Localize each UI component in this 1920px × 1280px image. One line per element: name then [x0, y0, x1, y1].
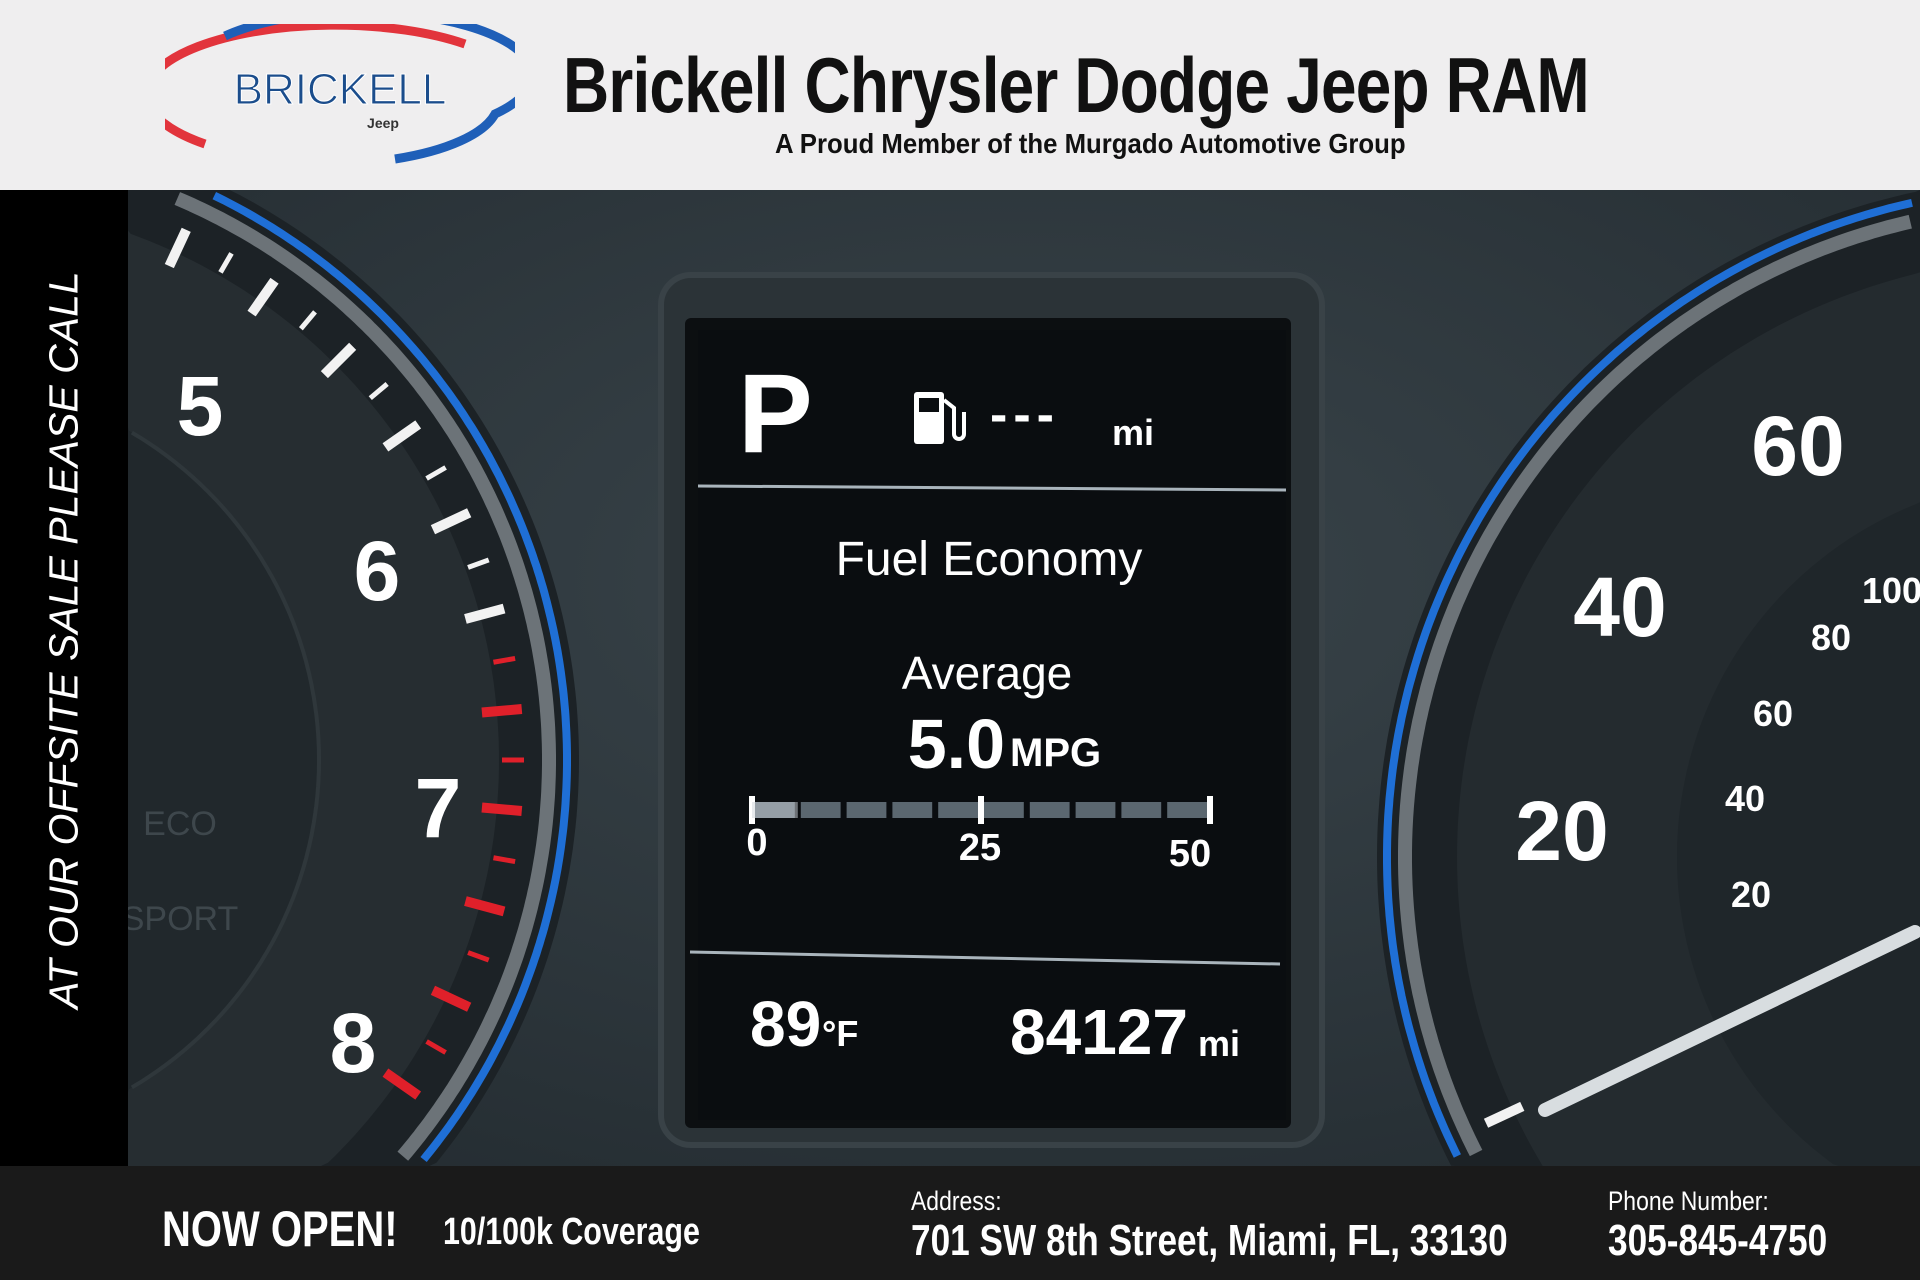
tach-inner-ring [130, 430, 321, 760]
screen-title: Fuel Economy [836, 533, 1143, 586]
phone-number[interactable]: 305-845-4750 [1608, 1216, 1828, 1265]
range-value: --- [990, 386, 1060, 444]
kmh-label: 20 [1731, 874, 1771, 915]
gauge-tick [368, 382, 389, 401]
coverage-text: 10/100k Coverage [443, 1211, 700, 1253]
bar-segment [1029, 802, 1070, 818]
gauge-tick [164, 227, 191, 269]
gauge-tick [467, 950, 490, 963]
speed-label: 60 [1751, 399, 1844, 493]
bar-label: 50 [1169, 833, 1211, 875]
tach-bezel [397, 760, 556, 1161]
bar-segment [1121, 802, 1162, 818]
eco-mode-label: ECO [143, 805, 217, 843]
average-label: Average [902, 647, 1073, 699]
kmh-label: 40 [1725, 778, 1765, 819]
page-subtitle: A Proud Member of the Murgado Automotive… [775, 128, 1406, 159]
speed-label: 40 [1573, 560, 1666, 654]
dashboard-photo: 5 6 7 8 ECO SPORT 60 40 20 100 80 60 40 … [128, 190, 1920, 1166]
bar-segment [1167, 802, 1207, 818]
speed-label: 20 [1515, 784, 1608, 878]
bar-segment [800, 802, 841, 818]
tachometer: 5 6 7 8 ECO SPORT [128, 190, 579, 1166]
gauge-tick [430, 508, 472, 535]
tach-label: 6 [354, 524, 401, 618]
range-unit: mi [1112, 412, 1154, 453]
gauge-tick [382, 1068, 422, 1100]
speed-needle [1538, 925, 1920, 1117]
page-title: Brickell Chrysler Dodge Jeep RAM [563, 41, 1590, 129]
gauge-tick [481, 704, 523, 718]
speedometer: 60 40 20 100 80 60 40 20 [1377, 190, 1920, 1166]
bar-marker [1207, 796, 1213, 824]
gauge-tick [1483, 1101, 1525, 1128]
now-open-headline: NOW OPEN! [162, 1201, 398, 1257]
tach-blue-ring [420, 760, 571, 1162]
sport-mode-label: SPORT [128, 900, 238, 938]
speed-bezel [1398, 214, 1912, 1157]
kmh-label: 100 [1862, 570, 1920, 611]
bar-segment [1075, 802, 1116, 818]
tach-label: 8 [330, 996, 377, 1090]
speed-inner [1677, 477, 1920, 1166]
tach-inner-ring [130, 760, 321, 1090]
kmh-label: 60 [1753, 693, 1793, 734]
tach-bezel [174, 192, 556, 760]
gauge-tick [493, 855, 516, 865]
tach-label: 7 [415, 761, 462, 855]
gauge-tick [218, 252, 234, 274]
mpg-bar [749, 796, 1213, 824]
tach-inner [128, 380, 319, 1140]
bar-segment [846, 802, 887, 818]
address-label: Address: [911, 1186, 1002, 1216]
temperature-unit: °F [822, 1013, 858, 1054]
speed-blue-ring [1383, 199, 1913, 1158]
gauge-tick [464, 896, 506, 917]
header: BRICKELL Jeep Brickell Chrysler Dodge Je… [0, 0, 1920, 190]
bar-segment [938, 802, 978, 818]
logo-jeep: Jeep [367, 115, 399, 131]
mpg-value: 5.0 [908, 705, 1005, 783]
gauge-tick [382, 420, 422, 452]
sidebar-text: AT OUR OFFSITE SALE PLEASE CALL [40, 271, 87, 1009]
brickell-logo[interactable]: BRICKELL Jeep [141, 7, 537, 166]
gauge-tick [481, 802, 523, 816]
gauge-tick [467, 557, 490, 570]
bar-marker [978, 796, 984, 824]
fuel-pump-icon [914, 392, 966, 444]
gauge-tick [493, 655, 516, 665]
gauge-tick [464, 603, 506, 624]
phone-label: Phone Number: [1608, 1186, 1769, 1216]
gear-indicator: P [738, 351, 813, 476]
mpg-fill [752, 802, 798, 818]
mpg-unit: MPG [1010, 731, 1101, 775]
gauge-tick [425, 1039, 447, 1055]
tach-blue-ring [212, 192, 571, 760]
gauge-tick [425, 465, 447, 481]
odometer-value: 84127 [1010, 996, 1188, 1068]
bar-segment [984, 802, 1024, 818]
address-value: 701 SW 8th Street, Miami, FL, 33130 [911, 1216, 1508, 1265]
gauge-tick [247, 277, 279, 317]
gauge-tick [320, 342, 357, 379]
bar-label: 25 [959, 827, 1001, 869]
bar-segment [892, 802, 933, 818]
tach-label: 5 [177, 359, 224, 453]
kmh-label: 80 [1811, 617, 1851, 658]
info-display: P --- mi Fuel Economy Average 5.0 MPG 0 … [685, 318, 1291, 1128]
odometer-unit: mi [1198, 1023, 1240, 1064]
logo-text: BRICKELL [234, 65, 447, 114]
gauge-tick [430, 985, 472, 1012]
temperature-value: 89 [750, 988, 821, 1060]
sidebar: AT OUR OFFSITE SALE PLEASE CALL [0, 190, 128, 1166]
gauge-tick [298, 310, 317, 331]
footer: NOW OPEN! 10/100k Coverage Address: 701 … [0, 1166, 1920, 1280]
bar-label: 0 [746, 822, 767, 864]
